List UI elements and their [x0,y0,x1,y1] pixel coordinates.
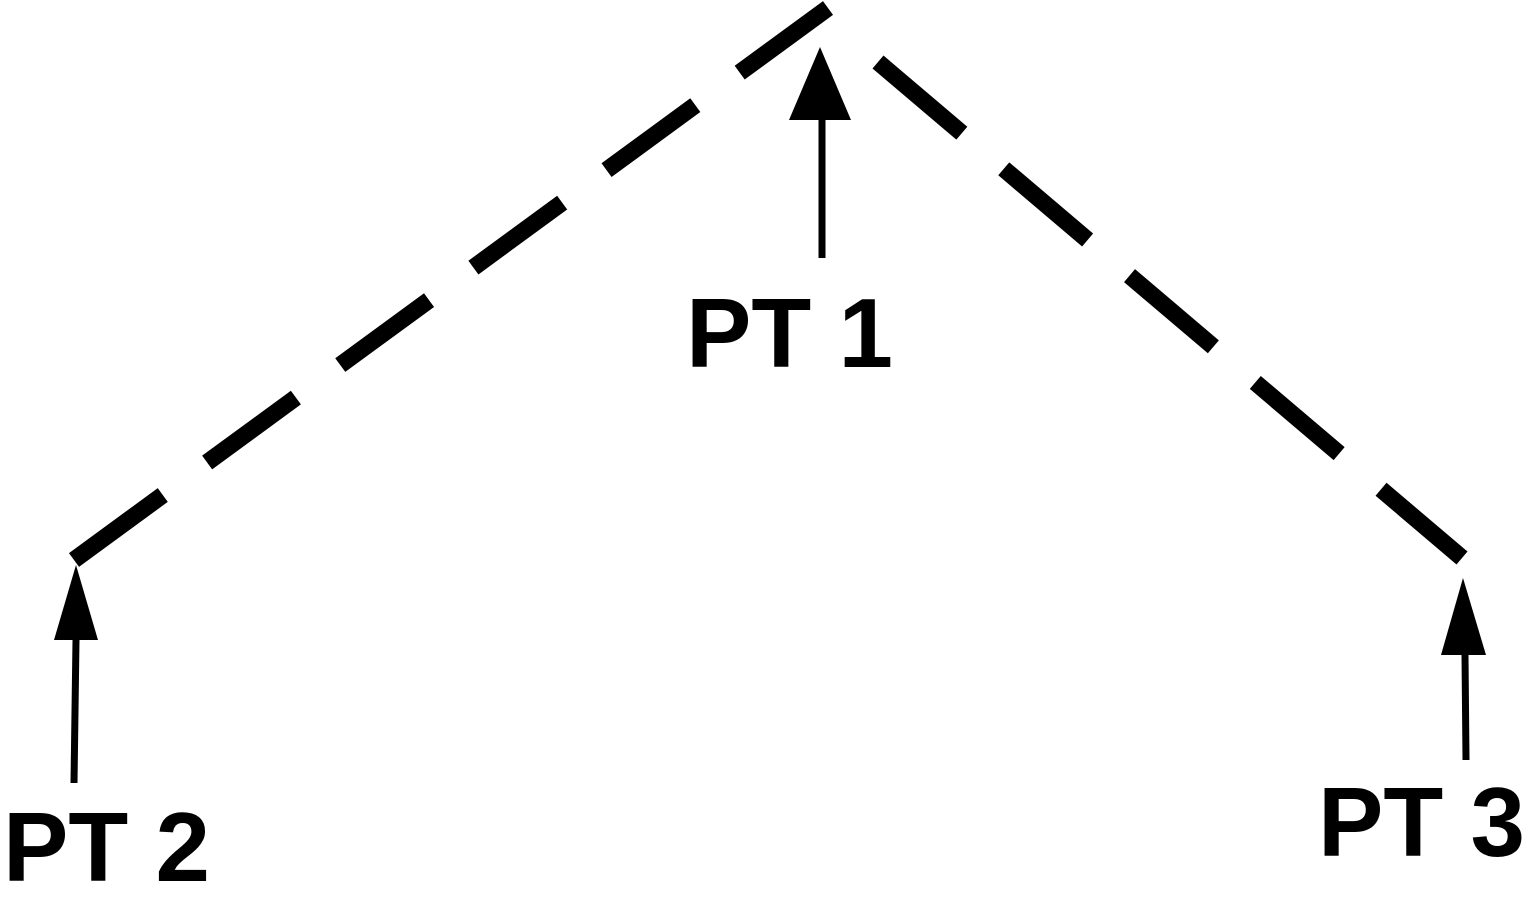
arrow-pt3-shaft [1461,654,1470,761]
arrow-pt2 [54,565,98,784]
arrow-pt3 [1441,578,1486,761]
arrow-pt1-head [789,47,851,120]
dashed-line-pt1-to-pt3 [872,55,1468,565]
label-pt3: PT 3 [1318,767,1525,877]
arrow-pt2-shaft [70,639,80,784]
label-pt1: PT 1 [686,278,893,388]
label-pt2: PT 2 [3,792,210,902]
arrow-pt3-head [1441,578,1486,655]
arrow-pt2-head [54,565,98,640]
arrow-pt1 [789,47,851,258]
